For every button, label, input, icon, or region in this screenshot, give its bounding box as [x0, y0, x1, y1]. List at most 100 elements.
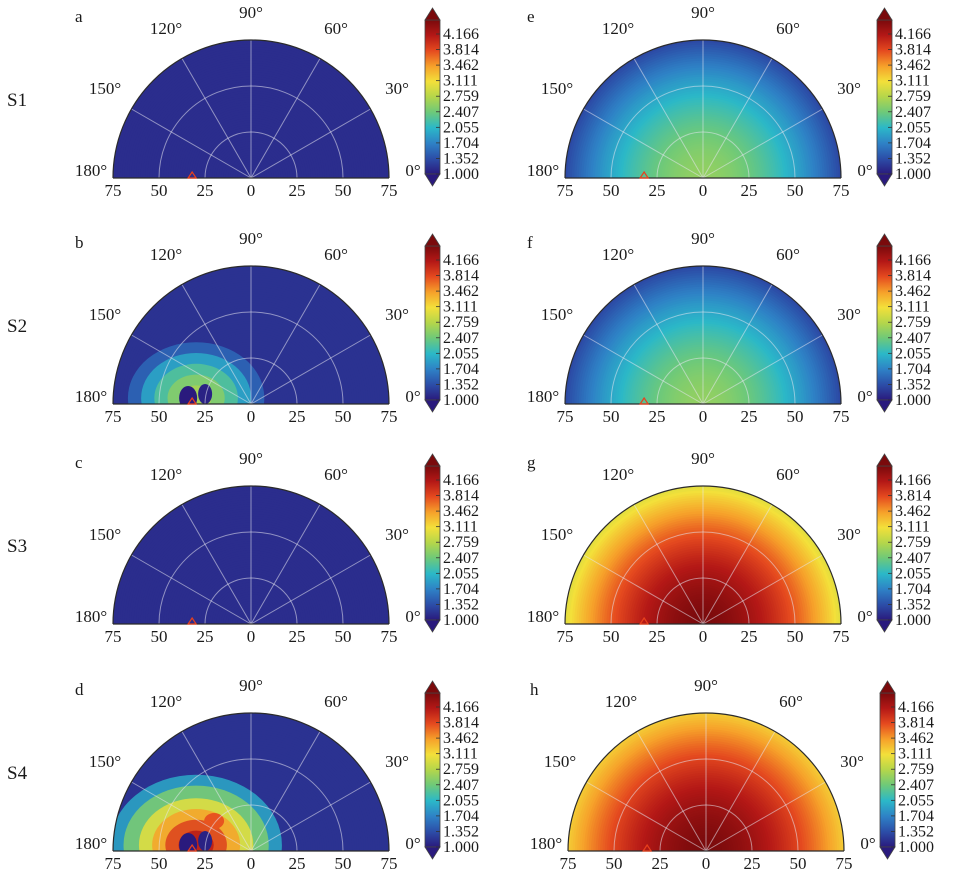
panel-e-colorbar-tick-2: 3.462: [895, 57, 931, 74]
panel-b-rim: [112, 265, 390, 405]
panel-b-angle-tick-30: 30°: [385, 305, 409, 324]
panel-c-colorbar-tick-6: 2.055: [443, 565, 479, 582]
panel-f-angle-tick-90: 90°: [691, 229, 715, 248]
panel-f-radial-tick-1: 50: [603, 407, 620, 426]
panel-a-colorbar-tick-0: 4.166: [443, 26, 479, 43]
panel-d-colorbar-top-arrow: [424, 680, 441, 694]
panel-f-colorbar: 4.1663.8143.4623.1112.7592.4072.0551.704…: [876, 233, 931, 413]
panel-b-radial-tick-3: 0: [247, 407, 256, 426]
panel-a-spoke-150: [131, 108, 252, 179]
panel-e-colorbar-tick-7: 1.704: [895, 135, 931, 152]
panel-c-colorbar-tick-8: 1.352: [443, 596, 479, 613]
panel-h-colorbar-tick-1: 3.814: [898, 715, 934, 732]
panel-b-colorbar: 4.1663.8143.4623.1112.7592.4072.0551.704…: [424, 233, 479, 413]
panel-f-colorbar-top-arrow: [876, 233, 893, 247]
panel-e-colorbar-tick-4: 2.759: [895, 88, 931, 105]
row-label-S2: S2: [7, 316, 27, 337]
panel-a-angle-tick-90: 90°: [239, 3, 263, 22]
panel-b-radial-tick-0: 75: [105, 407, 122, 426]
panel-d-colorbar: 4.1663.8143.4623.1112.7592.4072.0551.704…: [424, 680, 479, 860]
panel-d-radial-tick-5: 50: [335, 854, 352, 873]
panel-b-spoke-30: [250, 334, 371, 405]
panel-c-colorbar-bottom-arrow: [424, 619, 441, 633]
panel-b-colorbar-bar: [424, 245, 441, 401]
panel-a-radial-tick-4: 25: [289, 181, 306, 200]
panel-h-letter: h: [530, 680, 539, 699]
panel-g-radial-tick-3: 0: [699, 627, 708, 646]
panel-d-angle-tick-180: 180°: [75, 834, 107, 853]
panel-d-angle-tick-150: 150°: [89, 752, 121, 771]
panel-e-angle-tick-120: 120°: [602, 19, 634, 38]
panel-c-angle-tick-120: 120°: [150, 465, 182, 484]
panel-f-letter: f: [527, 233, 533, 252]
panel-a-angle-tick-30: 30°: [385, 79, 409, 98]
panel-d-radial-tick-3: 0: [247, 854, 256, 873]
panel-f-colorbar-bar: [876, 245, 893, 401]
panel-b-colorbar-tick-1: 3.814: [443, 268, 479, 285]
panel-a-colorbar-tick-5: 2.407: [443, 104, 479, 121]
panel-b-angle-tick-180: 180°: [75, 387, 107, 406]
panel-h-colorbar-tick-4: 2.759: [898, 761, 934, 778]
panel-f-radial-tick-3: 0: [699, 407, 708, 426]
panel-h-colorbar-bottom-arrow: [879, 846, 896, 860]
panel-g-angle-tick-120: 120°: [602, 465, 634, 484]
panel-d-colorbar-tick-3: 3.111: [443, 746, 478, 763]
panel-c-radial-tick-0: 75: [105, 627, 122, 646]
panel-b-source-marker: [186, 396, 198, 405]
panel-g-colorbar-bottom-arrow: [876, 619, 893, 633]
panel-f-spoke-120: [633, 284, 704, 405]
panel-g-angle-tick-0: 0°: [857, 607, 872, 626]
panel-f-spoke-30: [702, 334, 823, 405]
panel-a-source-marker: [186, 170, 198, 179]
panel-e-source-marker: [638, 170, 650, 179]
panel-f-colorbar-bottom-arrow: [876, 399, 893, 413]
panel-b-radial-tick-6: 75: [381, 407, 398, 426]
panel-a-radial-tick-0: 75: [105, 181, 122, 200]
panel-f-radial-tick-5: 50: [787, 407, 804, 426]
panel-c-radial-tick-5: 50: [335, 627, 352, 646]
panel-a-angle-tick-0: 0°: [405, 161, 420, 180]
panel-e-spoke-60: [702, 58, 773, 179]
panel-h-colorbar-bar: [879, 692, 896, 848]
panel-a-colorbar-tick-9: 1.000: [443, 166, 479, 183]
panel-e-radial-tick-2: 25: [649, 181, 666, 200]
panel-e-angle-tick-180: 180°: [527, 161, 559, 180]
panel-g-colorbar-bar: [876, 465, 893, 621]
panel-b-colorbar-bottom-arrow: [424, 399, 441, 413]
panel-h-colorbar-tick-7: 1.704: [898, 808, 934, 825]
panel-h-source-marker: [641, 843, 653, 852]
panel-d-rim: [112, 712, 390, 852]
panel-f-colorbar-tick-6: 2.055: [895, 345, 931, 362]
panel-d-angle-tick-0: 0°: [405, 834, 420, 853]
panel-d-colorbar-tick-8: 1.352: [443, 823, 479, 840]
panel-c-spoke-60: [250, 504, 321, 625]
panel-h-spoke-150: [586, 781, 707, 852]
panel-d-colorbar-tick-7: 1.704: [443, 808, 479, 825]
panel-c-colorbar-tick-1: 3.814: [443, 488, 479, 505]
panel-a-colorbar-top-arrow: [424, 7, 441, 21]
panel-c-letter: c: [75, 453, 83, 472]
panel-c-spoke-150: [131, 554, 252, 625]
panel-c-angle-tick-90: 90°: [239, 449, 263, 468]
panel-b-angle-tick-90: 90°: [239, 229, 263, 248]
panel-a-colorbar-tick-7: 1.704: [443, 135, 479, 152]
panel-c-angle-tick-150: 150°: [89, 525, 121, 544]
panel-g-radial-tick-2: 25: [649, 627, 666, 646]
panel-h-radial-tick-6: 75: [836, 854, 853, 873]
panel-e-angle-tick-90: 90°: [691, 3, 715, 22]
panel-h-spoke-30: [705, 781, 826, 852]
panel-h-angle-tick-150: 150°: [544, 752, 576, 771]
panel-g-colorbar-top-arrow: [876, 453, 893, 467]
panel-b-dip-right: [198, 384, 213, 404]
row-label-S1: S1: [7, 90, 27, 111]
panel-f-spoke-60: [702, 284, 773, 405]
panel-d-hotspot: [113, 774, 282, 851]
panel-a-colorbar-tick-8: 1.352: [443, 150, 479, 167]
panel-f-angle-tick-0: 0°: [857, 387, 872, 406]
panel-e-colorbar-tick-5: 2.407: [895, 104, 931, 121]
panel-b-radial-tick-1: 50: [151, 407, 168, 426]
panel-c-colorbar-tick-5: 2.407: [443, 550, 479, 567]
panel-f-colorbar-tick-1: 3.814: [895, 268, 931, 285]
panel-f-rim: [564, 265, 842, 405]
panel-b-radial-tick-5: 50: [335, 407, 352, 426]
